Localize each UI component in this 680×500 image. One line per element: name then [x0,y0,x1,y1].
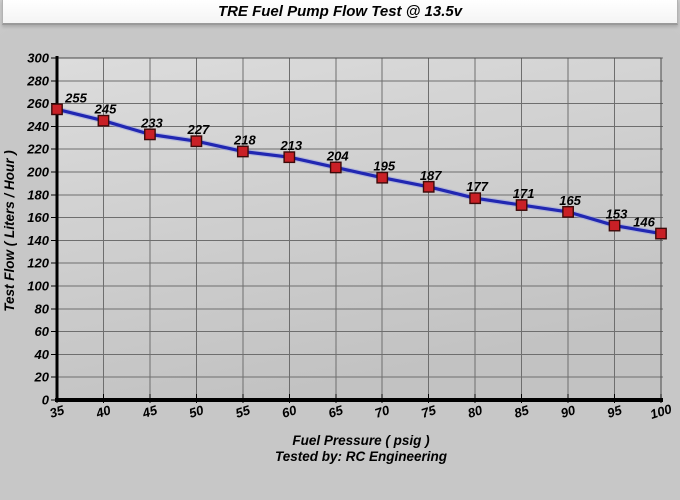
y-tick-label: 260 [26,96,49,111]
data-point-marker [51,103,63,116]
y-tick-label: 180 [27,187,49,202]
data-point-label: 171 [513,186,535,201]
y-tick-label: 20 [34,370,50,385]
chart-title-bar: TRE Fuel Pump Flow Test @ 13.5v [2,0,678,25]
data-point-marker [283,151,296,164]
y-tick-label: 100 [27,279,49,294]
y-tick-label: 60 [35,324,50,339]
y-tick-label: 140 [27,233,49,248]
x-tick-label: 40 [93,402,113,421]
x-tick-label: 90 [559,402,578,421]
data-point-label: 227 [187,122,210,137]
data-point-label: 195 [373,159,395,174]
data-point-marker [655,227,667,240]
data-point-label: 213 [279,138,302,153]
x-tick-label: 35 [48,402,67,421]
data-point-label: 255 [64,90,87,105]
data-point-marker [608,219,621,232]
x-tick-label: 45 [140,402,160,421]
y-tick-label: 80 [35,301,50,316]
x-tick-label: 55 [234,402,253,421]
data-point-marker [190,135,203,148]
tested-by-note: Tested by: RC Engineering [275,449,448,464]
y-tick-label: 300 [27,51,49,66]
x-tick-label: 95 [605,402,624,421]
x-tick-label: 65 [327,402,346,421]
data-point-marker [515,199,528,211]
data-point-label: 245 [94,102,117,117]
data-point-marker [329,161,342,174]
y-tick-label: 200 [26,165,49,180]
y-tick-label: 220 [26,142,49,157]
data-point-label: 233 [140,115,163,130]
x-axis-title: Fuel Pressure ( psig ) [292,433,430,448]
data-point-marker [562,205,574,218]
x-tick-label: 60 [280,402,299,421]
data-point-label: 187 [420,168,442,183]
plot-area [57,58,661,400]
data-point-marker [144,128,156,141]
data-point-label: 153 [606,207,628,222]
y-tick-label: 40 [34,347,50,362]
data-point-marker [236,145,249,158]
data-point-marker [422,180,435,193]
x-tick-label: 50 [187,402,206,421]
y-tick-label: 240 [26,119,49,134]
data-point-marker [469,192,482,205]
y-axis-title: Test Flow ( Liters / Hour ) [2,150,17,312]
y-tick-label: 0 [42,393,50,408]
x-tick-label: 80 [466,402,485,421]
x-tick-label: 85 [512,402,531,421]
x-tick-label: 70 [373,402,392,421]
data-point-label: 165 [559,193,581,208]
y-tick-label: 280 [26,73,49,88]
data-point-marker [376,171,389,184]
data-point-label: 218 [233,132,256,147]
x-tick-label: 100 [648,401,674,422]
data-point-label: 177 [466,179,488,194]
y-tick-label: 160 [27,210,49,225]
x-tick-label: 75 [419,402,438,421]
data-point-marker [97,114,110,127]
chart-title: TRE Fuel Pump Flow Test @ 13.5v [217,3,463,20]
series-line [55,107,663,236]
data-point-label: 146 [633,215,655,230]
y-tick-label: 120 [27,256,49,271]
data-point-label: 204 [326,148,349,163]
